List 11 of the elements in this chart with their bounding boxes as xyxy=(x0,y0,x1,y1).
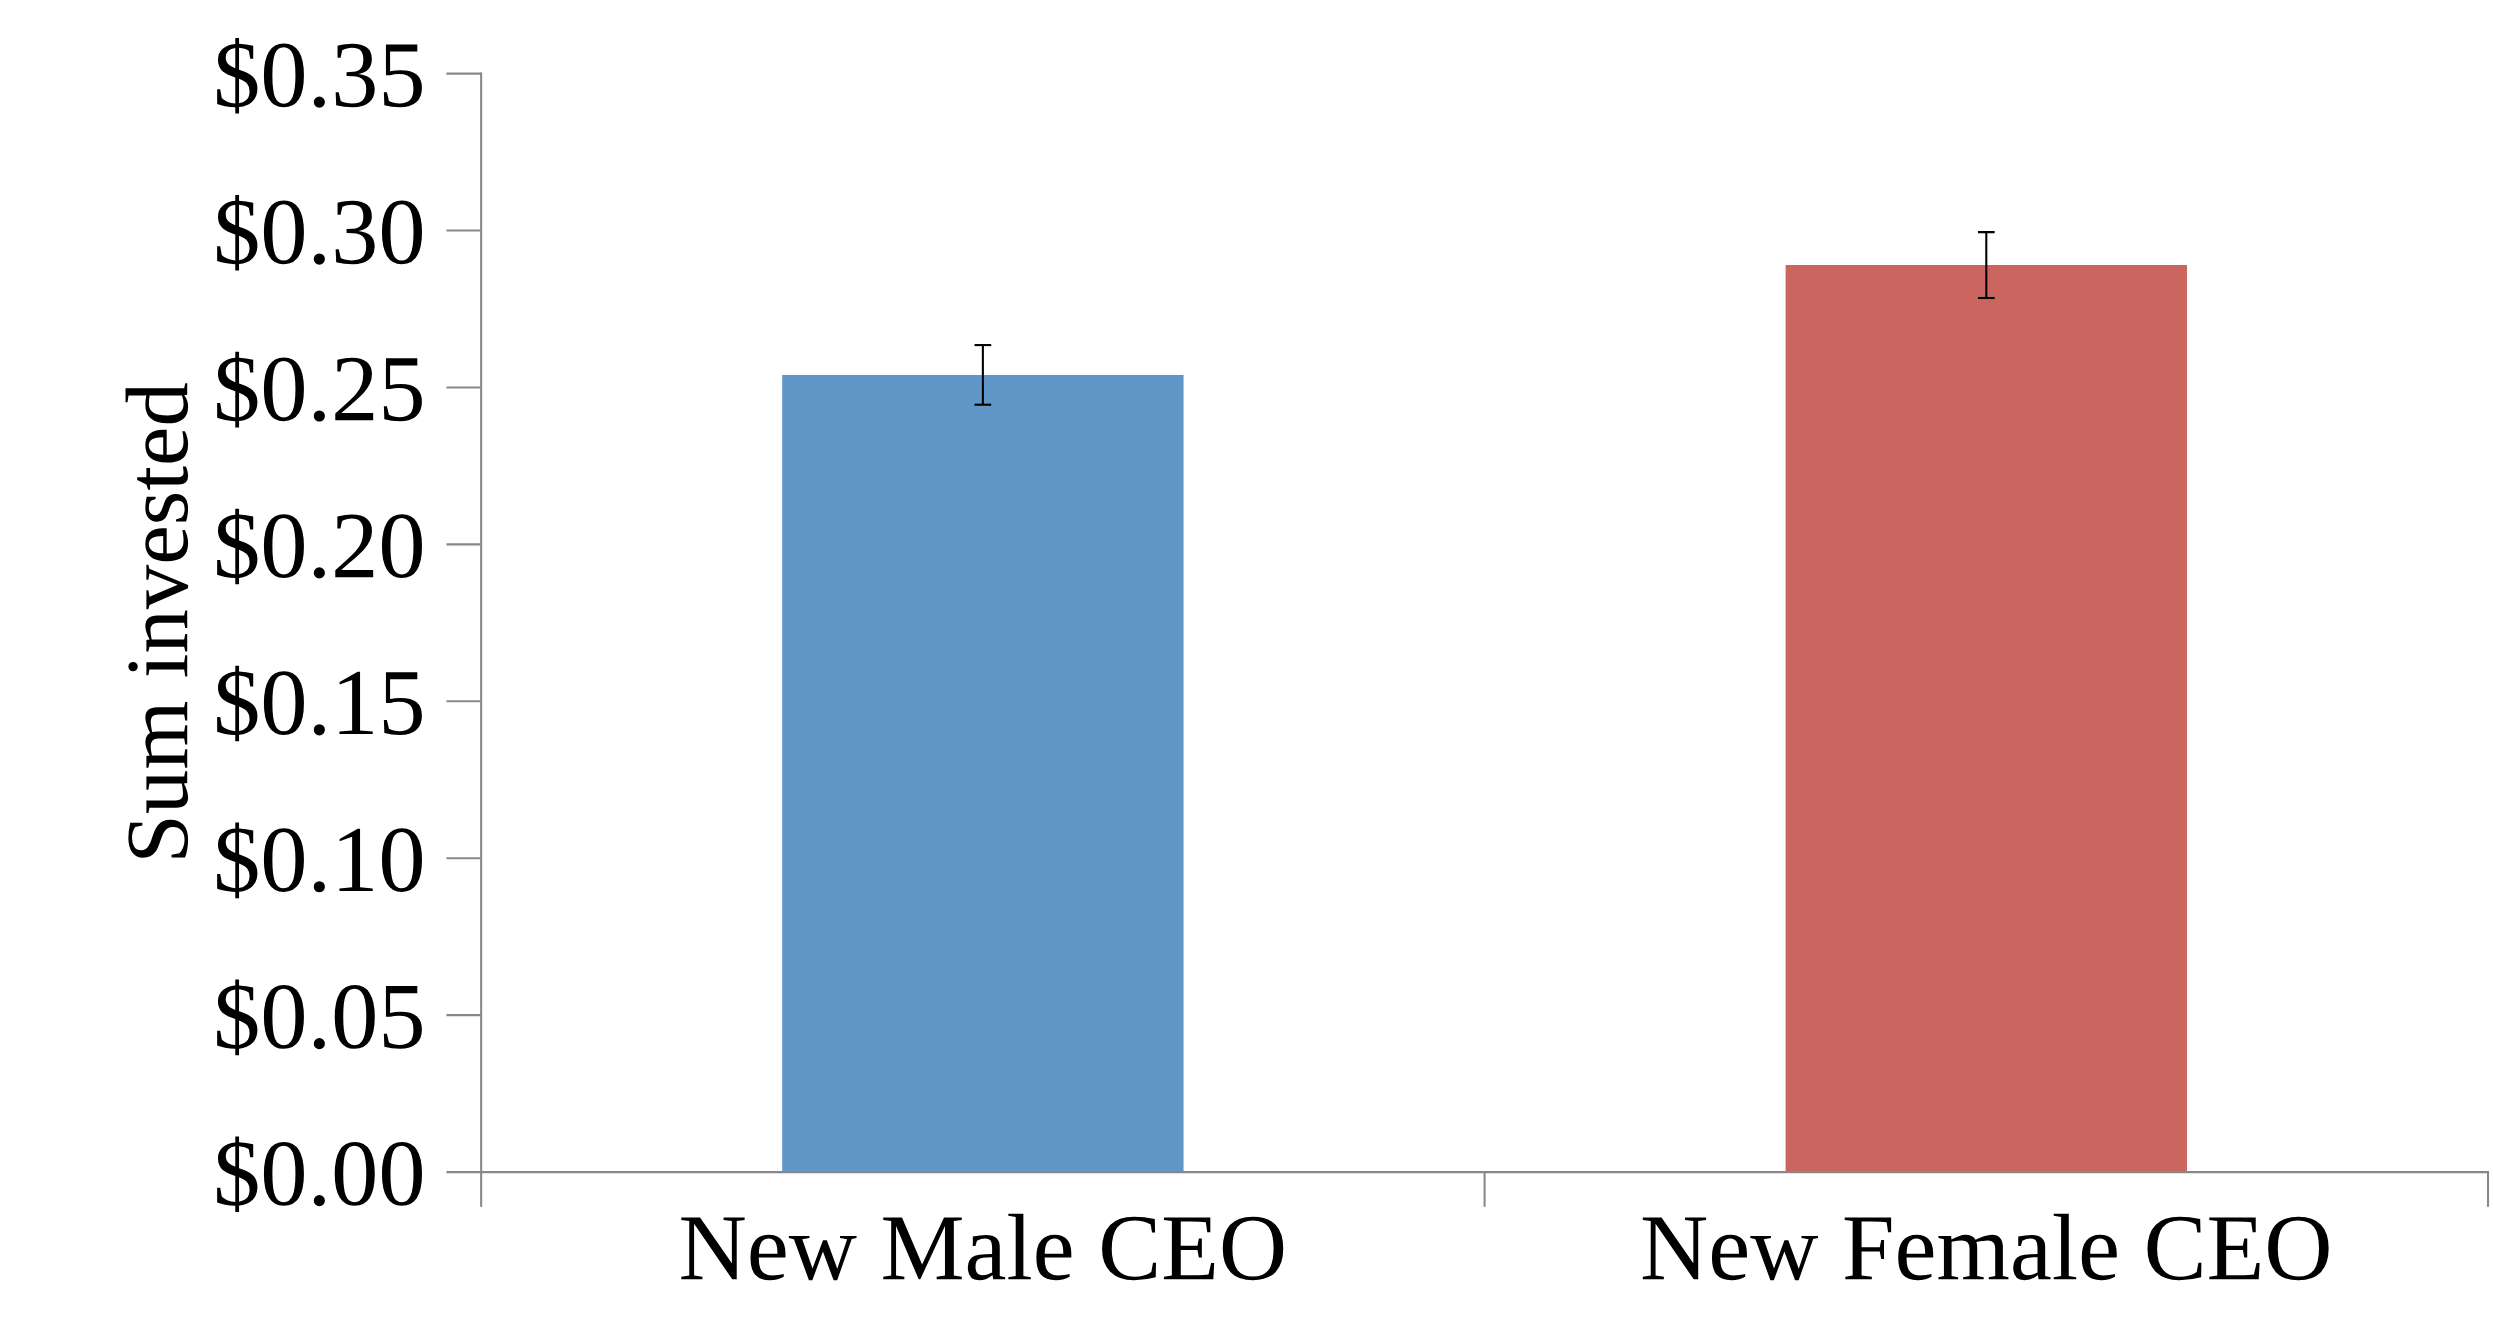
x-tick-label: New Male CEO xyxy=(681,1213,1284,1281)
y-tick-label: $0.15 xyxy=(217,665,422,742)
y-tick-label: $0.10 xyxy=(217,822,422,899)
y-tick-label: $0.25 xyxy=(217,351,422,428)
y-tick-label: $0.00 xyxy=(217,1136,422,1213)
y-tick-label: $0.30 xyxy=(217,194,422,271)
y-tick-label: $0.05 xyxy=(217,979,422,1056)
y-axis-title: Sum invested xyxy=(125,383,189,858)
x-tick-label: New Female CEO xyxy=(1642,1213,2329,1281)
y-tick-label: $0.20 xyxy=(217,508,422,585)
y-tick-label: $0.35 xyxy=(217,37,422,114)
